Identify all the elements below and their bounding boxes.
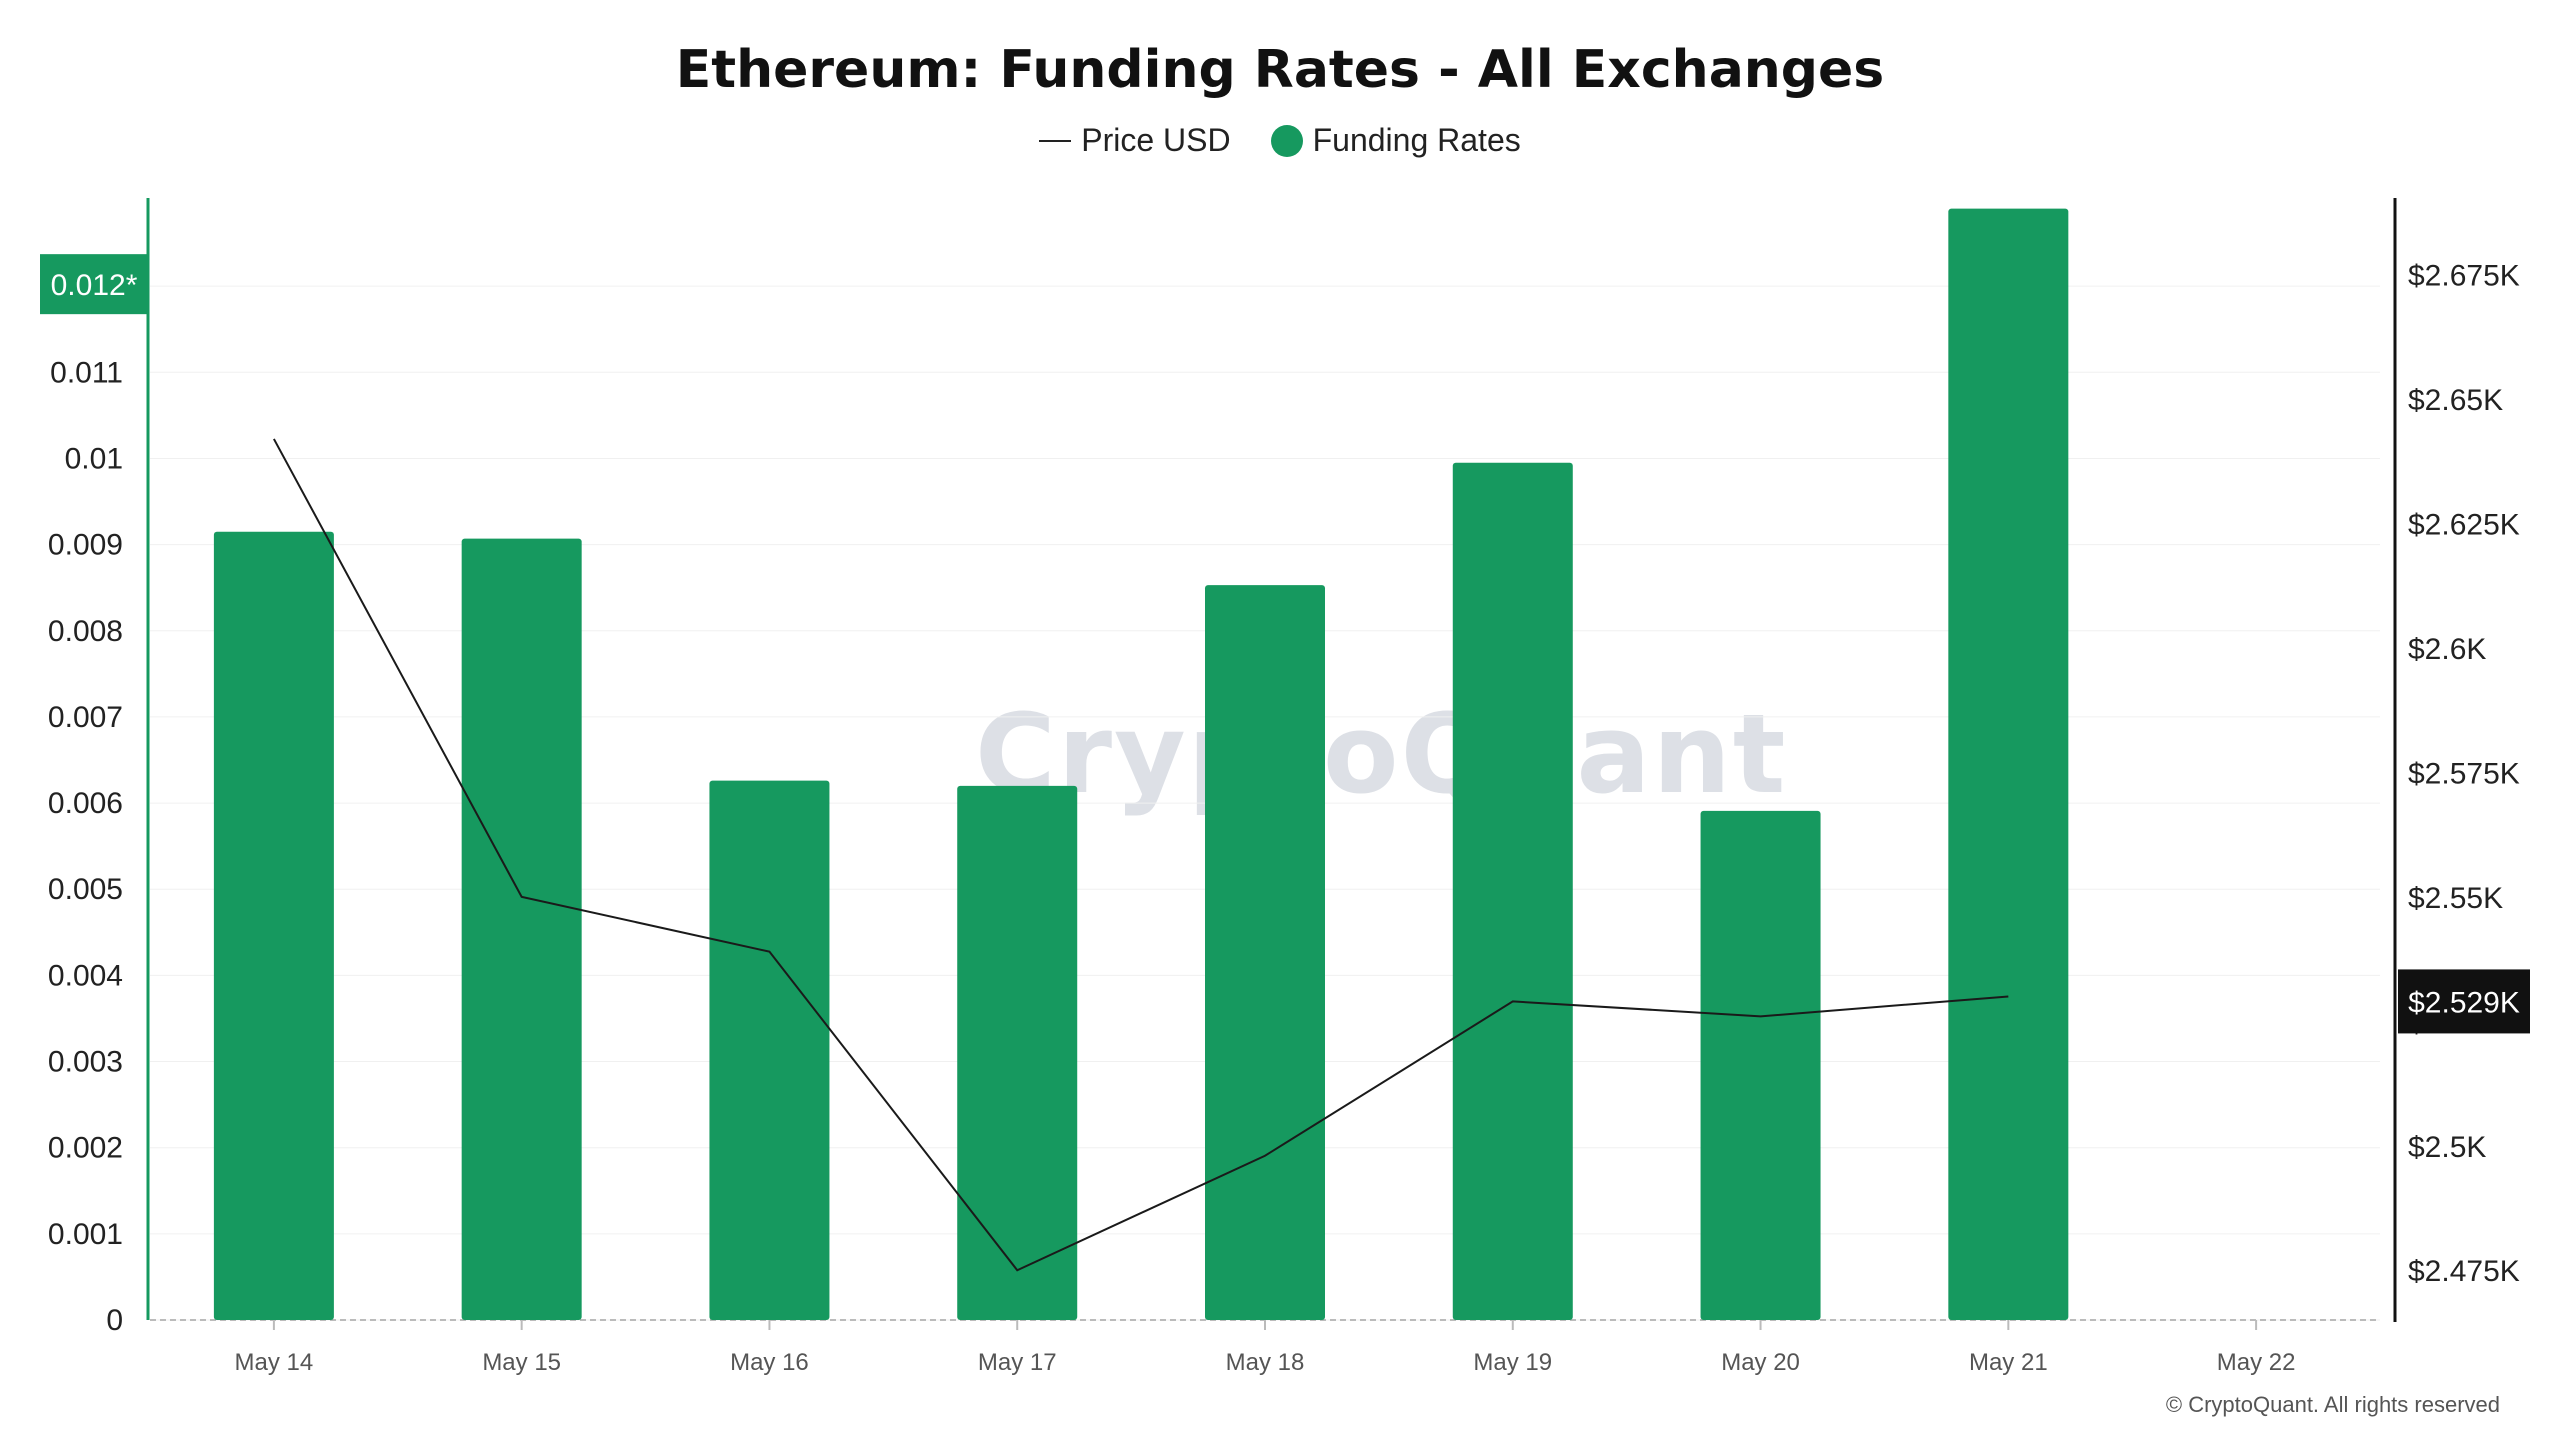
- current-price-badge: [2398, 969, 2530, 1034]
- x-tick-label: May 22: [2217, 1349, 2296, 1376]
- x-tick-label: May 19: [1473, 1349, 1552, 1376]
- y-tick-label-left: 0.006: [48, 787, 123, 820]
- copyright: © CryptoQuant. All rights reserved: [2165, 1392, 2500, 1417]
- price-line: [273, 438, 2009, 1272]
- y-tick-label-left: 0.001: [48, 1218, 123, 1251]
- funding-rate-bar: [1205, 585, 1325, 1320]
- x-tick-label: May 14: [235, 1349, 314, 1376]
- watermark: CryptoQuant: [975, 690, 1788, 818]
- y-tick-label-right: $2.475K: [2408, 1255, 2520, 1288]
- y-tick-label-left: 0.005: [48, 873, 123, 906]
- y-tick-label-right: $2.55K: [2408, 882, 2503, 915]
- x-tick-label: May 18: [1226, 1349, 1305, 1376]
- y-tick-label-right: $2.65K: [2408, 384, 2503, 417]
- dot-swatch-icon: [1270, 124, 1303, 157]
- left-axis-badge-label: 0.012*: [51, 269, 138, 302]
- legend: Price USD Funding Rates: [0, 122, 2560, 159]
- x-tick-label: May 21: [1969, 1349, 2048, 1376]
- funding-rate-bar: [461, 538, 582, 1320]
- x-tick-label: May 16: [730, 1349, 809, 1376]
- y-tick-label-left: 0.002: [48, 1132, 123, 1165]
- chart-title: Ethereum: Funding Rates - All Exchanges: [675, 40, 1885, 100]
- y-tick-label-left: 0.009: [48, 529, 123, 562]
- legend-item-price[interactable]: Price USD: [1039, 122, 1231, 159]
- legend-funding-label: Funding Rates: [1312, 122, 1521, 158]
- y-tick-label-left: 0.01: [65, 442, 123, 475]
- y-tick-label-left: 0: [106, 1304, 123, 1337]
- y-tick-label-right: $2.675K: [2408, 260, 2520, 293]
- funding-rate-bar: [213, 531, 334, 1320]
- y-tick-label-right: $2.575K: [2408, 757, 2520, 790]
- funding-rate-bar: [957, 785, 1078, 1320]
- y-tick-label-left: 0.003: [48, 1046, 123, 1079]
- y-tick-label-right: $2.5K: [2408, 1131, 2486, 1164]
- x-tick-label: May 17: [978, 1349, 1057, 1376]
- funding-rate-bar: [1700, 810, 1821, 1320]
- y-tick-label-right: $2.625K: [2408, 509, 2520, 542]
- left-axis-badge: [40, 254, 148, 315]
- y-tick-label-left: 0.004: [48, 959, 123, 992]
- funding-rate-bar: [1452, 462, 1573, 1320]
- current-price-label: $2.529K: [2408, 986, 2520, 1019]
- legend-item-funding[interactable]: Funding Rates: [1270, 122, 1521, 159]
- x-tick-label: May 15: [482, 1349, 561, 1376]
- line-swatch-icon: [1039, 139, 1072, 142]
- funding-rate-bar: [1948, 208, 2069, 1321]
- y-tick-label-left: 0.007: [48, 701, 123, 734]
- y-tick-label-right: $2.6K: [2408, 633, 2486, 666]
- legend-price-label: Price USD: [1081, 122, 1231, 158]
- funding-rate-bar: [709, 780, 830, 1320]
- x-tick-label: May 20: [1721, 1349, 1800, 1376]
- y-tick-label-left: 0.008: [48, 615, 123, 648]
- y-tick-label-left: 0.011: [50, 356, 123, 389]
